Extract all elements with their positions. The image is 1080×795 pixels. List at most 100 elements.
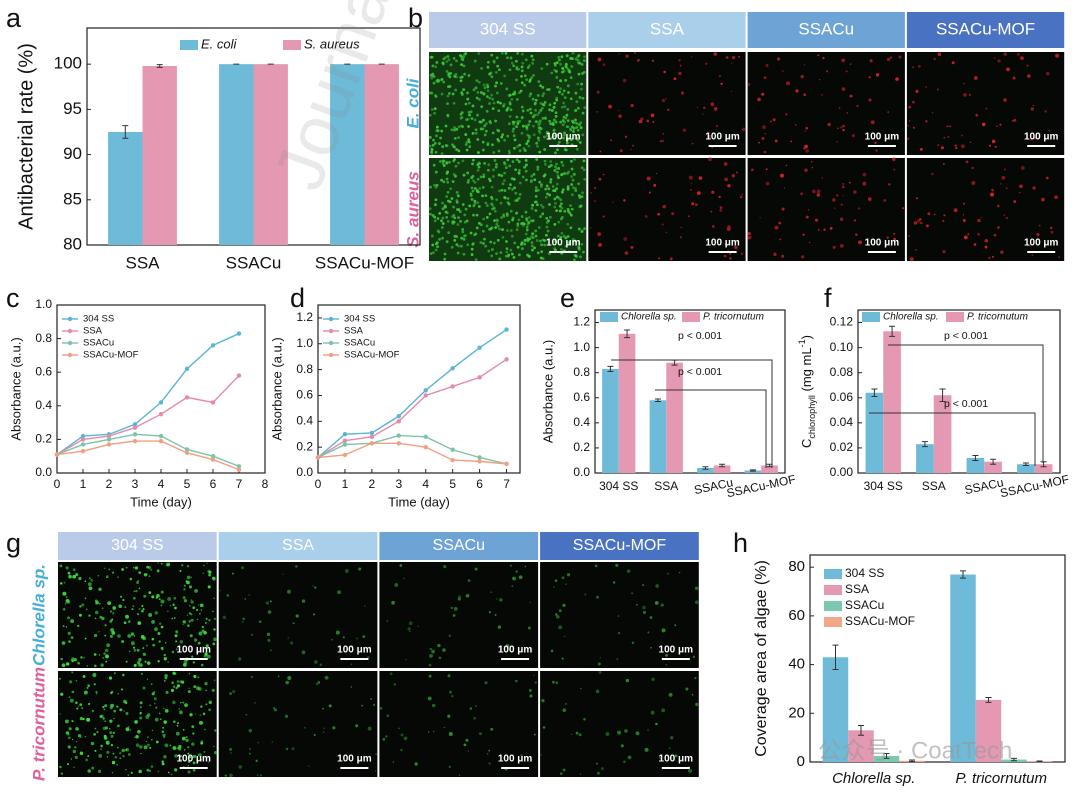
point (477, 455, 482, 460)
texture-dot (554, 613, 558, 616)
texture-dot (59, 713, 61, 715)
texture-dot (466, 91, 469, 95)
texture-dot (70, 636, 74, 640)
texture-dot (725, 56, 729, 59)
texture-dot (379, 706, 383, 710)
texture-dot (166, 564, 168, 567)
texture-dot (549, 178, 553, 181)
texture-dot (525, 142, 529, 146)
legend-label: SSACu (83, 338, 114, 349)
texture-dot (430, 55, 434, 59)
micrograph (747, 158, 905, 261)
texture-dot (642, 605, 646, 610)
texture-dot (556, 234, 560, 238)
texture-dot (430, 234, 434, 238)
texture-dot (152, 643, 156, 647)
texture-dot (533, 674, 535, 677)
texture-dot (132, 605, 135, 607)
texture-dot (476, 190, 480, 194)
texture-dot (548, 215, 552, 219)
texture-dot (543, 135, 546, 139)
texture-dot (430, 108, 434, 111)
texture-dot (560, 206, 564, 210)
texture-dot (571, 237, 575, 241)
texture-dot (479, 91, 483, 94)
texture-dot (527, 216, 531, 219)
texture-dot (372, 703, 376, 707)
texture-dot (91, 766, 95, 770)
texture-dot (580, 242, 584, 246)
y-tick-label: 40 (788, 656, 805, 673)
texture-dot (125, 727, 130, 732)
texture-dot (537, 138, 541, 142)
texture-dot (433, 219, 437, 223)
texture-dot (552, 105, 556, 109)
texture-dot (999, 123, 1002, 126)
legend-label: 304 SS (83, 314, 114, 325)
texture-dot (230, 752, 232, 754)
texture-dot (711, 146, 713, 149)
texture-dot (612, 201, 614, 203)
texture-dot (581, 96, 585, 100)
texture-dot (93, 653, 97, 656)
texture-dot (463, 234, 466, 238)
bar (933, 395, 952, 473)
texture-dot (467, 101, 471, 105)
texture-dot (201, 625, 205, 629)
texture-dot (155, 740, 159, 744)
texture-dot (473, 187, 477, 190)
texture-dot (531, 236, 535, 240)
legend-swatch (824, 617, 842, 627)
texture-dot (548, 103, 552, 107)
bar (975, 699, 1002, 762)
texture-dot (144, 660, 147, 663)
y-tick-label: 0.04 (830, 415, 854, 429)
texture-dot (182, 620, 186, 624)
texture-dot (475, 705, 477, 707)
texture-dot (75, 701, 78, 705)
texture-dot (450, 245, 454, 249)
point (106, 442, 112, 447)
texture-dot (662, 204, 667, 209)
bar (1034, 464, 1053, 473)
texture-dot (485, 95, 489, 99)
texture-dot (400, 748, 403, 752)
texture-dot (484, 681, 488, 685)
texture-dot (1046, 71, 1050, 76)
texture-dot (1045, 176, 1049, 180)
texture-dot (99, 615, 103, 619)
texture-dot (759, 217, 761, 219)
texture-dot (73, 658, 77, 662)
texture-dot (546, 229, 550, 233)
texture-dot (136, 613, 140, 616)
texture-dot (520, 105, 524, 109)
error-bar (719, 463, 726, 468)
legend-swatch (67, 340, 73, 346)
texture-dot (827, 122, 831, 127)
texture-dot (434, 65, 438, 69)
bar (697, 467, 714, 473)
point (450, 366, 455, 371)
point (80, 442, 86, 447)
texture-dot (495, 81, 498, 85)
texture-dot (122, 599, 125, 602)
texture-dot (571, 51, 575, 55)
texture-dot (711, 190, 715, 194)
y-axis-label: Cchlorophyll (mg mL-1) (797, 335, 817, 448)
texture-dot (193, 674, 197, 679)
texture-dot (719, 75, 721, 78)
texture-dot (150, 683, 153, 685)
texture-dot (163, 653, 166, 657)
point (450, 457, 455, 463)
texture-dot (657, 212, 661, 216)
texture-dot (620, 744, 624, 748)
y-tick-label: 1.0 (296, 336, 313, 350)
texture-dot (60, 657, 63, 661)
texture-dot (723, 162, 728, 166)
texture-dot (192, 754, 197, 759)
point (210, 400, 216, 405)
scale-bar-label: 100 μm (865, 132, 900, 143)
texture-dot (480, 67, 483, 70)
point (396, 433, 401, 438)
texture-dot (490, 202, 494, 206)
